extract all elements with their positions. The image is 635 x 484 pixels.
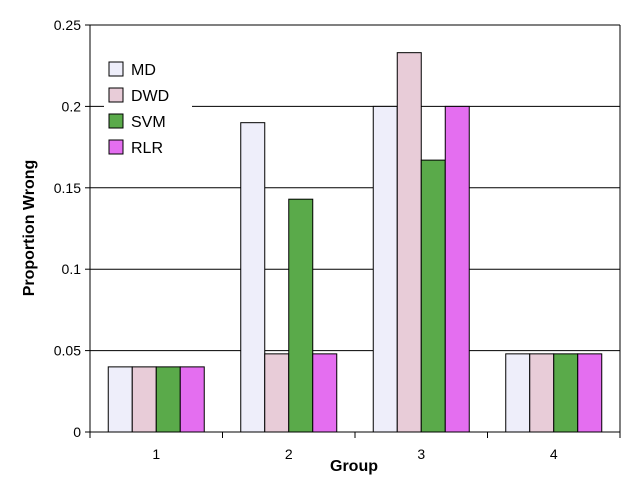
bar-md-group-4 (505, 353, 531, 433)
gridlines (85, 24, 620, 433)
bar-md-group-1 (107, 366, 133, 433)
y-tick-label: 0.05 (54, 343, 81, 359)
bar-rlr-group-2 (312, 353, 338, 433)
legend-label-dwd: DWD (131, 88, 169, 105)
x-tick-label: 1 (152, 446, 160, 462)
legend-swatch-svm (108, 113, 124, 129)
bar-rlr-group-1 (179, 366, 205, 433)
bar-svm-group-2 (288, 198, 314, 433)
bar-dwd-group-1 (131, 366, 157, 433)
x-tick-label: 4 (550, 446, 558, 462)
bar-svm-group-3 (420, 159, 446, 433)
bar-rlr-group-4 (577, 353, 603, 433)
axes (89, 25, 621, 438)
x-tick-label: 3 (417, 446, 425, 462)
legend-label-rlr: RLR (131, 140, 163, 157)
bar-dwd-group-2 (264, 353, 290, 433)
legend: MD DWD SVM RLR (104, 56, 192, 162)
bar-svm-group-4 (553, 353, 579, 433)
y-tick-label: 0.1 (62, 261, 82, 277)
y-axis-title: Proportion Wrong (21, 160, 38, 297)
legend-swatch-md (108, 61, 124, 77)
bar-md-group-2 (240, 122, 266, 433)
bar-dwd-group-3 (396, 52, 422, 433)
bar-dwd-group-4 (529, 353, 555, 433)
y-tick-label: 0.25 (54, 17, 81, 33)
tick-labels: 0 0.05 0.1 0.15 0.2 0.25 1 2 3 4 (54, 17, 558, 462)
legend-label-md: MD (131, 62, 156, 79)
legend-swatch-dwd (108, 87, 124, 103)
x-tick-label: 2 (285, 446, 293, 462)
bar-rlr-group-3 (444, 105, 470, 433)
bar-svm-group-1 (155, 366, 181, 433)
y-tick-label: 0.15 (54, 180, 81, 196)
y-tick-label: 0 (73, 424, 81, 440)
bars (107, 52, 603, 433)
legend-swatch-rlr (108, 139, 124, 155)
y-tick-label: 0.2 (62, 98, 82, 114)
x-axis-title: Group (330, 458, 378, 475)
bar-md-group-3 (372, 105, 398, 433)
legend-label-svm: SVM (131, 114, 166, 131)
